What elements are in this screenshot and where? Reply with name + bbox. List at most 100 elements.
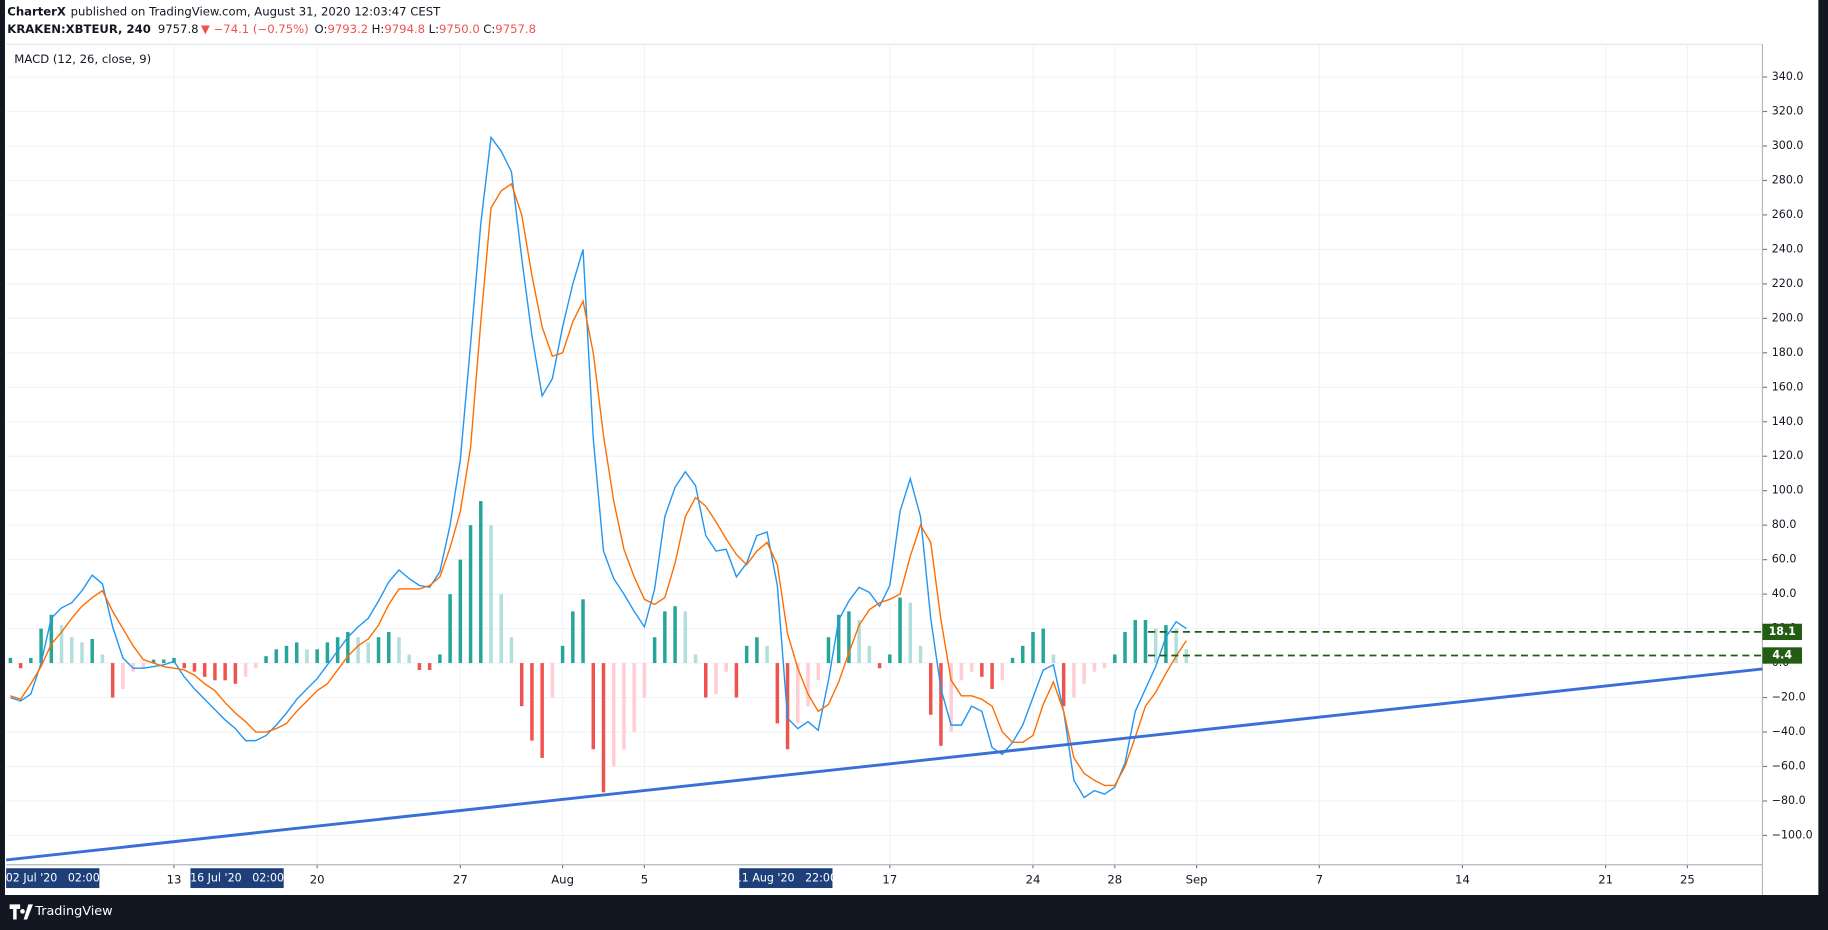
time-marker-box (6, 868, 100, 889)
published: published on TradingView.com, August 31,… (71, 4, 442, 18)
histogram-bar (959, 663, 964, 681)
histogram-bar (202, 663, 207, 677)
footer-brand: TradingView (34, 904, 112, 919)
histogram-bar (990, 663, 994, 689)
histogram-bar (530, 663, 534, 741)
histogram-bar (376, 637, 381, 664)
y-tick-label: −100.0 (1772, 828, 1813, 841)
histogram-bar (908, 602, 913, 664)
y-tick-label: 280.0 (1772, 173, 1804, 186)
ohlc-value: 9794.8 (384, 22, 425, 36)
y-tick-label: 300.0 (1772, 139, 1804, 152)
histogram-bar (847, 611, 851, 664)
y-tick-label: −20.0 (1772, 691, 1806, 704)
level-tag (1762, 647, 1803, 664)
histogram-bar (356, 637, 360, 664)
histogram-bar (1000, 663, 1005, 681)
histogram-bar (479, 501, 483, 664)
histogram-bar (417, 663, 422, 670)
x-tick-label: 24 (1026, 872, 1041, 886)
ohlc-value: 9793.2 (327, 22, 368, 36)
histogram-bar (1082, 663, 1086, 684)
histogram-bar (1133, 619, 1137, 664)
histogram-bar (632, 663, 636, 733)
histogram-bar (162, 659, 166, 664)
ohlc-value: 9750.0 (439, 22, 480, 36)
histogram-bar (192, 663, 197, 672)
last-price: 9757.8 (158, 22, 199, 36)
ohlc-label: C: (483, 22, 495, 36)
y-tick-label: 220.0 (1772, 277, 1804, 290)
histogram-bar (274, 649, 279, 664)
level-label: 4.4 (1772, 648, 1792, 661)
histogram-bar (29, 657, 33, 664)
histogram-bar (601, 663, 606, 793)
histogram-bar (969, 663, 974, 672)
y-tick-label: 320.0 (1772, 105, 1804, 118)
histogram-bar (8, 657, 13, 664)
histogram-bar (519, 663, 524, 707)
histogram-bar (888, 654, 892, 664)
histogram-bar (1143, 619, 1148, 664)
histogram-bar (70, 637, 74, 664)
histogram-bar (448, 594, 452, 664)
histogram-bar (796, 663, 800, 724)
histogram-bar (734, 663, 739, 698)
x-tick-label: 13 (167, 872, 182, 886)
y-tick-label: 140.0 (1772, 415, 1804, 428)
histogram-bar (744, 645, 749, 664)
histogram-bar (172, 657, 176, 664)
change: ▼ −74.1 (−0.75%) (201, 22, 309, 36)
histogram-bar (468, 525, 473, 664)
histogram-bar (714, 663, 718, 695)
histogram-bar (540, 663, 544, 758)
x-tick-label: 28 (1107, 872, 1122, 886)
histogram-bar (622, 663, 626, 750)
histogram-bar (1031, 632, 1035, 664)
histogram-bar (80, 642, 84, 664)
y-tick-label: 200.0 (1772, 311, 1804, 324)
level-tag (1762, 623, 1803, 641)
histogram-bar (867, 645, 872, 664)
time-marker-label: 16 Jul '20 02:00 (190, 872, 284, 885)
y-tick-label: 80.0 (1772, 518, 1797, 531)
x-tick-label: 7 (1316, 872, 1323, 886)
histogram-bar (980, 663, 984, 677)
histogram-bar (346, 632, 350, 664)
x-tick-label: 5 (641, 872, 648, 886)
histogram-bar (1153, 628, 1158, 664)
histogram-bar (857, 619, 861, 664)
histogram-bar (611, 663, 616, 767)
panel (4, 0, 1819, 896)
histogram-bar (254, 663, 258, 669)
histogram-bar (489, 525, 493, 664)
trendline (5, 667, 1763, 862)
y-tick-label: 160.0 (1772, 380, 1804, 393)
y-tick-label: 340.0 (1772, 70, 1804, 83)
indicator-title: MACD (12, 26, close, 9) (14, 52, 151, 66)
y-tick-label: 100.0 (1772, 484, 1804, 497)
histogram-bar (642, 663, 647, 698)
logo (9, 904, 33, 920)
histogram-bar (550, 663, 555, 698)
x-tick-label: Sep (1186, 872, 1208, 886)
grid (6, 44, 1763, 865)
series-line (10, 135, 1187, 799)
y-tick-label: 240.0 (1772, 242, 1804, 255)
histogram-bar (1092, 663, 1097, 672)
histogram-bar (765, 645, 769, 664)
ohlc-label: H: (372, 22, 385, 36)
histogram-bar (151, 659, 156, 664)
histogram-bar (949, 663, 953, 733)
histogram-bar (1021, 645, 1025, 664)
histogram-bar (509, 637, 514, 664)
histogram-bar (243, 663, 248, 677)
ohlc-label: O: (315, 22, 328, 36)
y-tick-label: 60.0 (1772, 553, 1797, 566)
series-line (10, 182, 1187, 787)
histogram-bar (284, 645, 289, 664)
histogram-bar (233, 663, 238, 684)
histogram-bar (571, 611, 575, 664)
x-tick-label: 14 (1455, 872, 1470, 886)
